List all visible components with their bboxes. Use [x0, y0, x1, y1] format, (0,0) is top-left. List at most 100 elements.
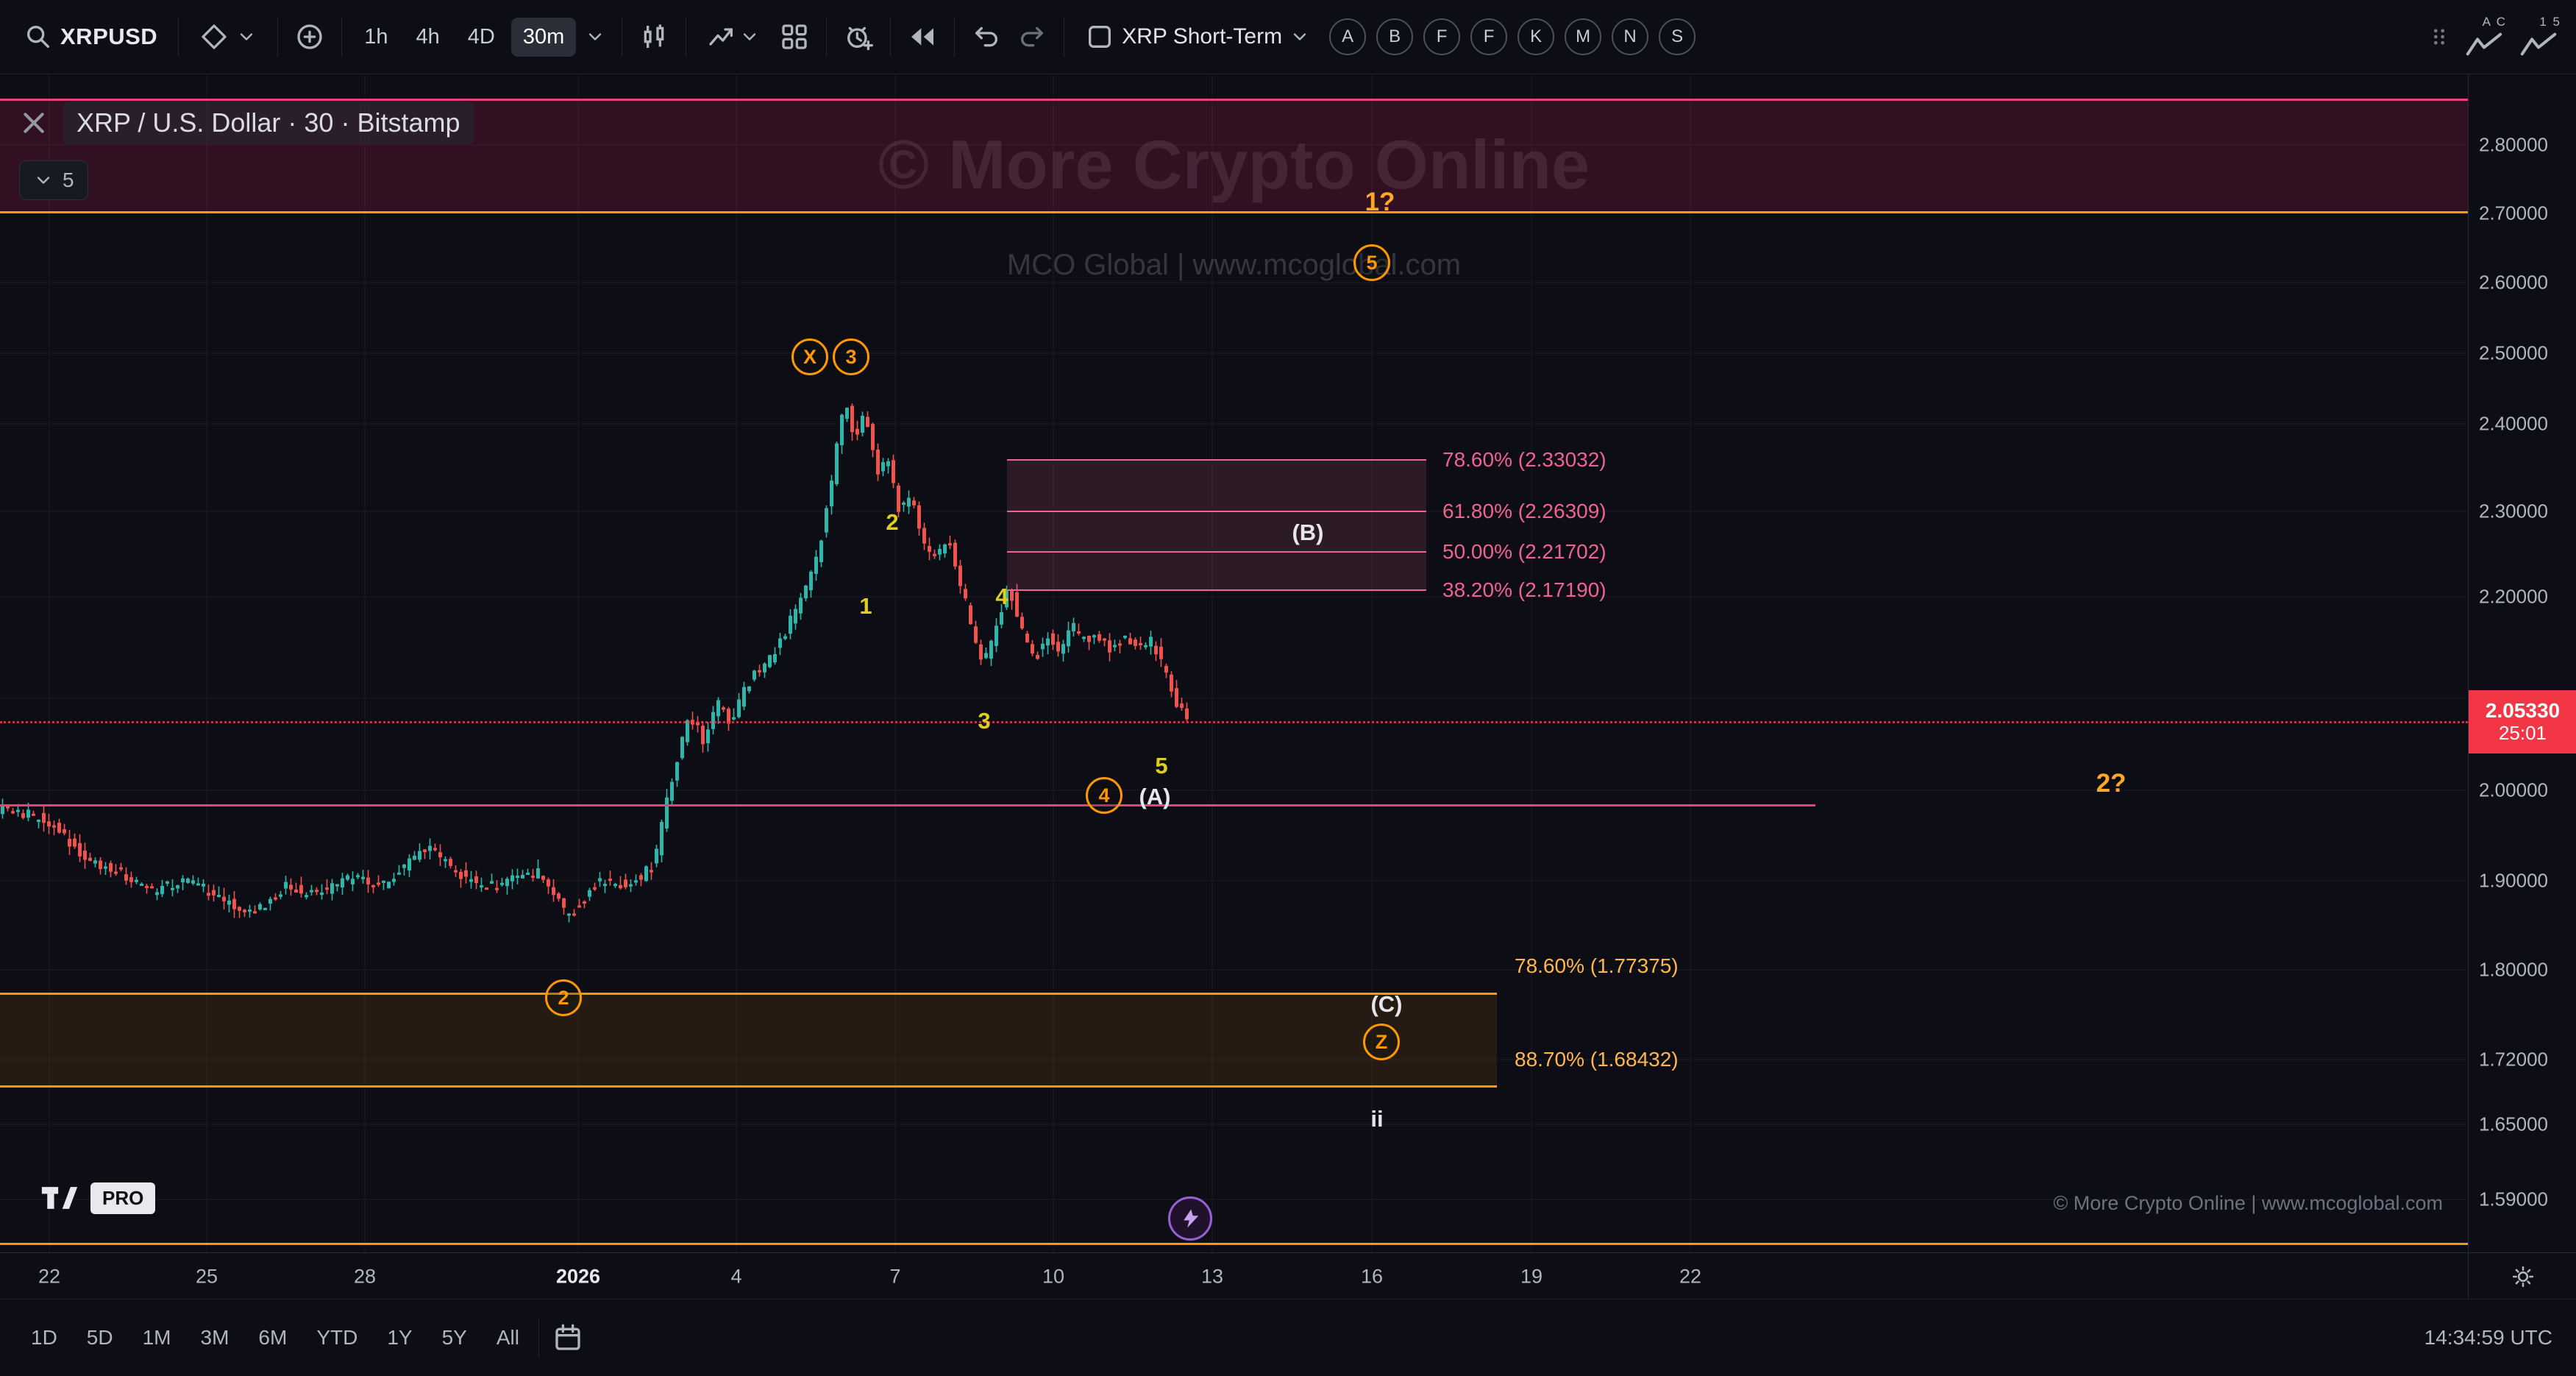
mini-chart-icon [2466, 32, 2502, 56]
undo-button[interactable] [965, 15, 1008, 58]
separator [826, 17, 828, 57]
wave-number-4[interactable]: 4 [995, 584, 1008, 609]
symbol-search-button[interactable]: XRPUSD [13, 16, 168, 57]
range-button-5y[interactable]: 5Y [441, 1325, 467, 1349]
wave-number-2[interactable]: 2 [886, 509, 899, 535]
candlestick-canvas[interactable] [0, 74, 2468, 1252]
grid-layout-button[interactable] [773, 15, 816, 58]
wave-circle-2[interactable]: 2 [545, 979, 582, 1016]
range-button-1m[interactable]: 1M [142, 1325, 171, 1349]
range-button-6m[interactable]: 6M [258, 1325, 288, 1349]
redo-button[interactable] [1011, 15, 1053, 58]
fib-upper-line[interactable] [1007, 551, 1426, 553]
chart-style-button[interactable] [633, 15, 675, 58]
replay-button[interactable] [901, 15, 944, 58]
shortcut-button-s-7[interactable]: S [1659, 18, 1696, 55]
pro-badge[interactable]: PRO [90, 1182, 156, 1214]
price-axis-label: 2.30000 [2479, 500, 2548, 522]
price-axis-label: 2.50000 [2479, 341, 2548, 364]
lightning-icon [1184, 1209, 1199, 1228]
drag-handle[interactable] [2423, 15, 2455, 58]
lower-fib-100-line[interactable] [0, 1242, 2468, 1245]
legend-collapse-button[interactable]: 5 [19, 160, 88, 200]
fib-upper-label: 78.60% (2.33032) [1442, 448, 1607, 471]
range-button-ytd[interactable]: YTD [316, 1325, 358, 1349]
range-button-5d[interactable]: 5D [86, 1325, 113, 1349]
close-icon[interactable] [19, 108, 49, 138]
interval-button-4D[interactable]: 4D [467, 24, 495, 49]
shortcut-button-a-0[interactable]: A [1329, 18, 1367, 55]
shortcut-button-f-3[interactable]: F [1470, 18, 1508, 55]
shortcut-button-k-4[interactable]: K [1518, 18, 1555, 55]
interval-buttons: 1h 4h 4D 30m [352, 17, 577, 57]
mini-chart-button-2[interactable]: 1 5 [2514, 15, 2563, 59]
shortcut-button-f-2[interactable]: F [1423, 18, 1461, 55]
fib-upper-label: 38.20% (2.17190) [1442, 578, 1607, 601]
range-button-all[interactable]: All [496, 1325, 519, 1349]
range-button-3m[interactable]: 3M [200, 1325, 230, 1349]
wave-number-3[interactable]: 3 [978, 708, 991, 734]
time-axis[interactable]: 22 25 28 2026 4 7 10 13 16 19 22 [0, 1252, 2468, 1299]
shortcut-button-b-1[interactable]: B [1376, 18, 1414, 55]
wave-letter-B[interactable]: (B) [1292, 519, 1324, 545]
trend-arrow-icon [709, 28, 733, 46]
wave-circle-4[interactable]: 4 [1086, 777, 1122, 814]
chart-pane[interactable]: © More Crypto Online MCO Global | www.mc… [0, 74, 2468, 1252]
price-axis-label: 2.60000 [2479, 271, 2548, 294]
top-toolbar: XRPUSD 1h 4h 4D 30m [0, 0, 2576, 74]
time-axis-label: 22 [38, 1265, 61, 1287]
go-to-date-button[interactable] [547, 1316, 589, 1359]
wave-circle-5[interactable]: 5 [1353, 244, 1390, 281]
scenario-label-2[interactable]: 2? [2096, 769, 2127, 798]
wave-circle-3[interactable]: 3 [833, 338, 869, 375]
redo-arrow-icon [1021, 26, 1044, 47]
last-price-dotted-line [0, 721, 2468, 723]
lower-support-zone[interactable] [0, 993, 1497, 1088]
wave-letter-C[interactable]: (C) [1370, 991, 1403, 1017]
price-axis-label: 2.40000 [2479, 412, 2548, 435]
range-button-1y[interactable]: 1Y [387, 1325, 413, 1349]
wave-number-5[interactable]: 5 [1155, 753, 1168, 779]
shortcut-button-m-5[interactable]: M [1565, 18, 1602, 55]
search-icon [27, 26, 50, 48]
tv-mark-icon [41, 1187, 78, 1209]
clock-utc[interactable]: 14:34:59 UTC [2424, 1325, 2552, 1349]
indicators-button[interactable] [697, 16, 770, 57]
boost-button[interactable] [1168, 1196, 1212, 1241]
time-axis-label: 25 [195, 1265, 218, 1287]
time-axis-label: 13 [1200, 1265, 1224, 1287]
range-button-1d[interactable]: 1D [31, 1325, 57, 1349]
shortcut-button-n-6[interactable]: N [1612, 18, 1649, 55]
rewind-icon [911, 28, 934, 46]
wave-letter-ii[interactable]: ii [1370, 1106, 1384, 1132]
fib-upper-line[interactable] [1007, 459, 1426, 461]
compare-button[interactable] [189, 16, 267, 57]
chevron-down-icon [1293, 33, 1306, 40]
separator [538, 1317, 539, 1358]
fib-upper-line[interactable] [1007, 589, 1426, 591]
add-symbol-button[interactable] [288, 15, 331, 58]
interval-button-4h[interactable]: 4h [416, 24, 440, 49]
interval-button-1h[interactable]: 1h [364, 24, 388, 49]
interval-menu-button[interactable] [579, 15, 611, 58]
price-axis-label: 1.80000 [2479, 958, 2548, 981]
gear-icon[interactable] [2512, 1266, 2533, 1287]
interval-button-30m[interactable]: 30m [510, 17, 577, 57]
mini-chart-button-1[interactable]: A C [2460, 15, 2508, 59]
wave-circle-z[interactable]: Z [1363, 1024, 1400, 1060]
fib-upper-line[interactable] [1007, 511, 1426, 512]
wave-number-1[interactable]: 1 [859, 593, 872, 619]
price-axis[interactable]: 2.05330 25:01 2.80000 2.70000 2.60000 2.500… [2468, 74, 2576, 1299]
alert-button[interactable] [837, 15, 880, 58]
candlestick-series [1, 403, 1189, 923]
wave-a-support-line[interactable] [0, 804, 1815, 806]
fib-lower-label: 78.60% (1.77375) [1515, 954, 1679, 977]
scenario-label-1[interactable]: 1? [1365, 188, 1395, 216]
fib-upper-fill[interactable] [1007, 460, 1426, 590]
wave-circle-x[interactable]: X [791, 338, 828, 375]
tradingview-logo[interactable]: PRO [40, 1181, 156, 1215]
wave-letter-A[interactable]: (A) [1139, 784, 1171, 809]
chart-title[interactable]: XRP / U.S. Dollar · 30 · Bitstamp [63, 102, 474, 144]
layout-select-button[interactable]: XRP Short-Term [1075, 16, 1320, 57]
